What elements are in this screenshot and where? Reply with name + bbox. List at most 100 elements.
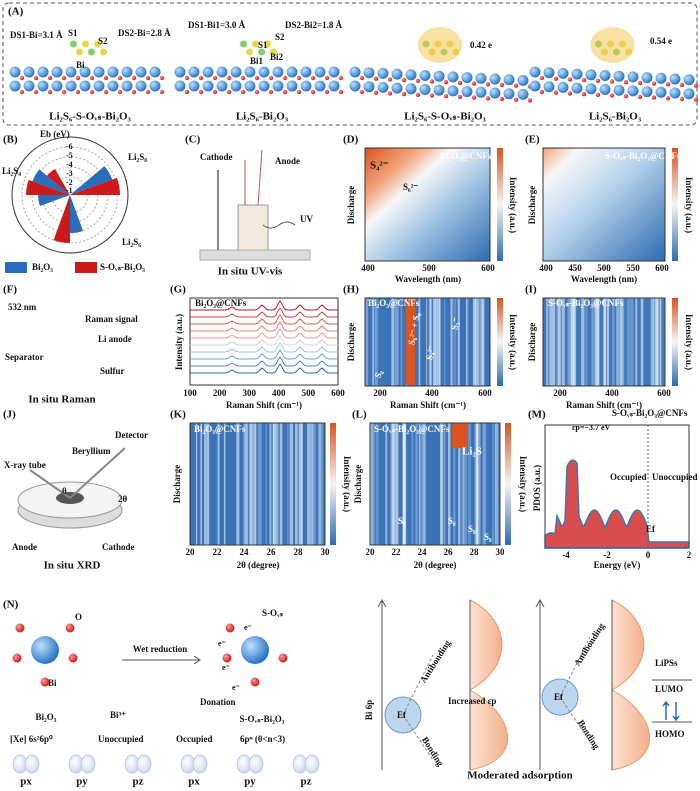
label: Anode xyxy=(12,542,37,552)
label: S1 xyxy=(258,40,268,50)
heat-stripe xyxy=(371,423,375,545)
atom xyxy=(553,76,559,81)
label: e⁻ xyxy=(244,623,252,632)
atom xyxy=(264,40,271,48)
atom xyxy=(174,80,186,92)
tick-label: 22 xyxy=(213,547,223,557)
heat-stripe xyxy=(477,423,479,545)
atom xyxy=(683,74,695,86)
wedge xyxy=(47,169,70,195)
colorbar xyxy=(330,423,336,545)
axis-title: Discharge xyxy=(172,465,182,504)
atom xyxy=(571,68,583,80)
heat-stripe xyxy=(547,298,549,386)
spectrum xyxy=(190,321,338,332)
heat-stripe xyxy=(630,298,633,386)
label: pz xyxy=(133,776,144,788)
atom xyxy=(314,80,326,92)
heat-stripe xyxy=(559,298,561,386)
atom xyxy=(391,82,403,94)
base xyxy=(199,249,311,261)
heat-stripe xyxy=(204,423,208,545)
atom xyxy=(184,89,190,95)
heat-stripe xyxy=(217,423,220,545)
heatmap xyxy=(365,148,490,261)
label: S2 xyxy=(98,36,108,46)
atom xyxy=(665,82,671,87)
atom xyxy=(202,66,214,78)
atom xyxy=(485,96,491,101)
atom xyxy=(94,40,101,48)
atom xyxy=(669,73,681,85)
atom xyxy=(517,88,529,100)
o-atom xyxy=(68,653,78,663)
orbital xyxy=(136,754,152,774)
atom xyxy=(240,40,247,48)
heat-stripe xyxy=(205,423,209,545)
atom xyxy=(655,72,667,84)
label: S₃⁻ xyxy=(449,316,461,330)
tick-label: 600 xyxy=(657,388,671,398)
heat-stripe xyxy=(272,423,277,545)
heat-stripe xyxy=(318,423,322,545)
heat-stripe xyxy=(467,298,469,386)
spectrum xyxy=(190,356,338,367)
label: Li₂S₈ xyxy=(128,152,147,162)
atom xyxy=(433,70,445,82)
label: Bi1 xyxy=(250,56,264,66)
heat-stripe xyxy=(593,298,595,386)
tick-label: 450 xyxy=(568,263,582,273)
axis xyxy=(535,598,545,770)
heat-stripe xyxy=(269,423,272,545)
axis-title: 2θ (degree) xyxy=(414,560,457,570)
beam xyxy=(69,447,126,499)
label: UV xyxy=(300,214,313,224)
heat-stripe xyxy=(243,423,245,545)
atom xyxy=(100,48,107,56)
atom xyxy=(595,92,601,98)
label: Antibonding xyxy=(572,621,606,668)
atom xyxy=(387,91,393,96)
label: DS2-Bi=2.8 Å xyxy=(118,28,171,38)
heat-stripe xyxy=(552,298,556,386)
heat-stripe xyxy=(419,423,423,545)
atom xyxy=(174,66,186,78)
orbital xyxy=(304,754,320,774)
atom xyxy=(443,80,449,85)
colorbar xyxy=(672,148,678,261)
heat-stripe xyxy=(390,423,392,545)
o-atom xyxy=(40,677,50,687)
label: X-ray tube xyxy=(4,460,46,470)
panel-label: (N) xyxy=(3,599,19,611)
atom xyxy=(328,66,340,78)
caption: Li₂S₆-Bi₂O₃ xyxy=(589,111,642,123)
label: Antibonding xyxy=(418,638,452,685)
label: Occupied xyxy=(610,472,647,482)
heat-stripe xyxy=(439,298,441,386)
atom xyxy=(585,83,597,95)
label: e⁻ xyxy=(218,639,226,648)
label: Cathode xyxy=(102,542,135,552)
label: py xyxy=(76,776,88,788)
atom xyxy=(627,85,639,97)
label: DS1-Bi=3.1 Å xyxy=(10,30,63,40)
panel-label: (I) xyxy=(525,284,537,296)
spectrum xyxy=(190,314,338,325)
tick-label: 600 xyxy=(331,388,345,398)
label: pz xyxy=(301,776,312,788)
label: S2 xyxy=(275,32,285,42)
atom xyxy=(258,48,265,56)
axis-title: Raman Shift (cm⁻¹) xyxy=(226,400,302,410)
atom xyxy=(244,66,256,78)
tick-label: 22 xyxy=(392,547,402,557)
heat-stripe xyxy=(457,298,460,386)
heat-stripe xyxy=(415,423,418,545)
atom xyxy=(679,96,685,102)
beam xyxy=(29,469,71,499)
heat-stripe xyxy=(475,423,479,545)
heat-stripe xyxy=(659,298,662,386)
heat-stripe xyxy=(395,423,399,545)
atom xyxy=(282,75,288,81)
panel-label: (B) xyxy=(3,134,18,146)
atom xyxy=(310,75,316,81)
